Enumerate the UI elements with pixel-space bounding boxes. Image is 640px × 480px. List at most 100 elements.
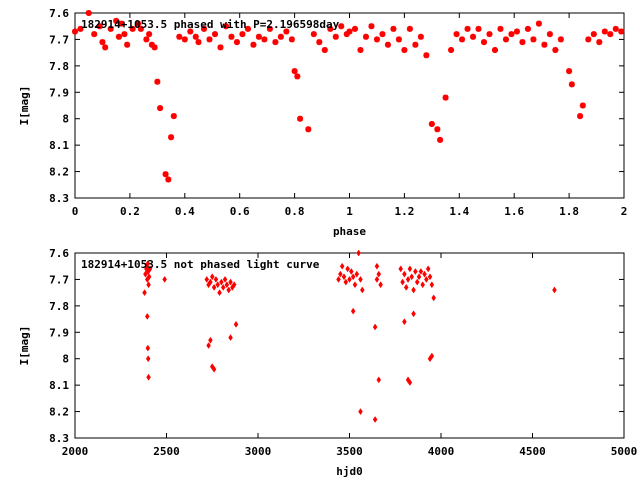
data-point (217, 44, 224, 51)
y-tick-label: 8 (62, 353, 69, 366)
data-point (154, 78, 161, 85)
data-point (224, 281, 230, 289)
data-point (339, 262, 345, 270)
data-point (162, 275, 167, 283)
y-tick-label: 8.2 (49, 406, 69, 419)
data-point (376, 376, 382, 384)
data-point (541, 41, 548, 48)
data-point (601, 28, 608, 35)
data-point (442, 94, 449, 101)
data-point (409, 273, 415, 281)
data-point (157, 105, 164, 112)
data-point (266, 25, 273, 32)
data-point (475, 25, 482, 32)
data-point (145, 260, 151, 268)
x-tick-label: 3000 (245, 445, 272, 458)
data-point (233, 320, 239, 328)
data-point (181, 36, 188, 43)
data-point (557, 36, 564, 43)
data-point (228, 33, 235, 40)
data-point (146, 281, 151, 289)
data-point (297, 115, 304, 122)
phased-light-curve-chart: 0 0.2 0.4 0.6 0.8 1 1.2 1.4 1.6 1.8 2 7.6 7.7 7.8 7.9 8… (18, 7, 627, 238)
data-point (418, 268, 424, 275)
data-point (187, 28, 194, 35)
data-point (413, 268, 418, 275)
x-tick-label: 2500 (153, 445, 180, 458)
data-point (206, 36, 213, 43)
data-point (530, 36, 537, 43)
x-tick-label: 5000 (611, 445, 638, 458)
data-point (374, 262, 380, 270)
data-point (336, 275, 341, 283)
y-tick-label: 8.1 (49, 139, 69, 152)
data-point (372, 323, 378, 331)
x-tick-label: 3500 (336, 445, 363, 458)
data-point (162, 171, 169, 178)
data-point (400, 278, 405, 286)
y-tick-label: 8.3 (49, 192, 69, 205)
data-point (420, 281, 426, 289)
data-point (552, 47, 559, 53)
data-point (211, 365, 217, 373)
data-point (343, 31, 350, 38)
y-tick-label: 8.3 (49, 432, 69, 445)
data-point (222, 275, 228, 283)
data-point (217, 289, 222, 297)
data-point (338, 23, 345, 30)
data-point (135, 20, 142, 27)
data-point (424, 275, 429, 283)
data-point (228, 334, 233, 342)
data-point (398, 265, 404, 273)
y-axis-label: I[mag] (18, 326, 31, 366)
data-point (416, 273, 422, 281)
y-tick-label: 7.9 (49, 326, 69, 339)
data-point (91, 31, 98, 38)
data-point (360, 286, 365, 294)
data-point (338, 270, 343, 278)
data-point (211, 283, 217, 291)
data-point (358, 408, 363, 416)
data-point (358, 275, 363, 283)
unphased-light-curve-chart: 2000 2500 3000 3500 4000 4500 5000 7.6 7.7 7.8 7.9… (18, 247, 637, 478)
data-point (146, 273, 152, 281)
data-point (151, 44, 158, 51)
data-point (72, 28, 78, 35)
x-tick-label: 1.8 (559, 205, 579, 218)
data-point (546, 31, 553, 38)
data-point (201, 25, 208, 32)
data-point (497, 25, 504, 32)
data-point (607, 31, 614, 38)
data-point (429, 352, 435, 360)
data-point (168, 134, 175, 141)
data-point (213, 275, 219, 283)
data-point (577, 113, 584, 120)
data-point (362, 33, 369, 40)
data-point (417, 33, 424, 40)
x-tick-label: 2000 (62, 445, 89, 458)
data-point (215, 281, 221, 289)
data-point (113, 17, 120, 24)
data-point (291, 68, 298, 75)
data-point (192, 33, 199, 40)
x-tick-label: 2 (621, 205, 628, 218)
data-point (552, 286, 557, 294)
data-point (481, 39, 488, 46)
y-tick-label: 7.8 (49, 300, 69, 313)
data-point (411, 310, 416, 318)
y-tick-label: 7.7 (49, 33, 69, 46)
x-axis-label: hjd0 (336, 465, 363, 478)
data-point (357, 47, 364, 53)
data-point (384, 41, 391, 48)
data-point (407, 265, 413, 273)
data-point (222, 23, 229, 30)
x-tick-label: 1.2 (394, 205, 414, 218)
data-point (195, 39, 202, 46)
data-point (470, 33, 477, 40)
data-point (354, 270, 360, 278)
y-tick-label: 7.7 (49, 273, 69, 286)
data-point (85, 10, 92, 16)
x-tick-label: 0 (72, 205, 79, 218)
data-point (414, 278, 420, 286)
